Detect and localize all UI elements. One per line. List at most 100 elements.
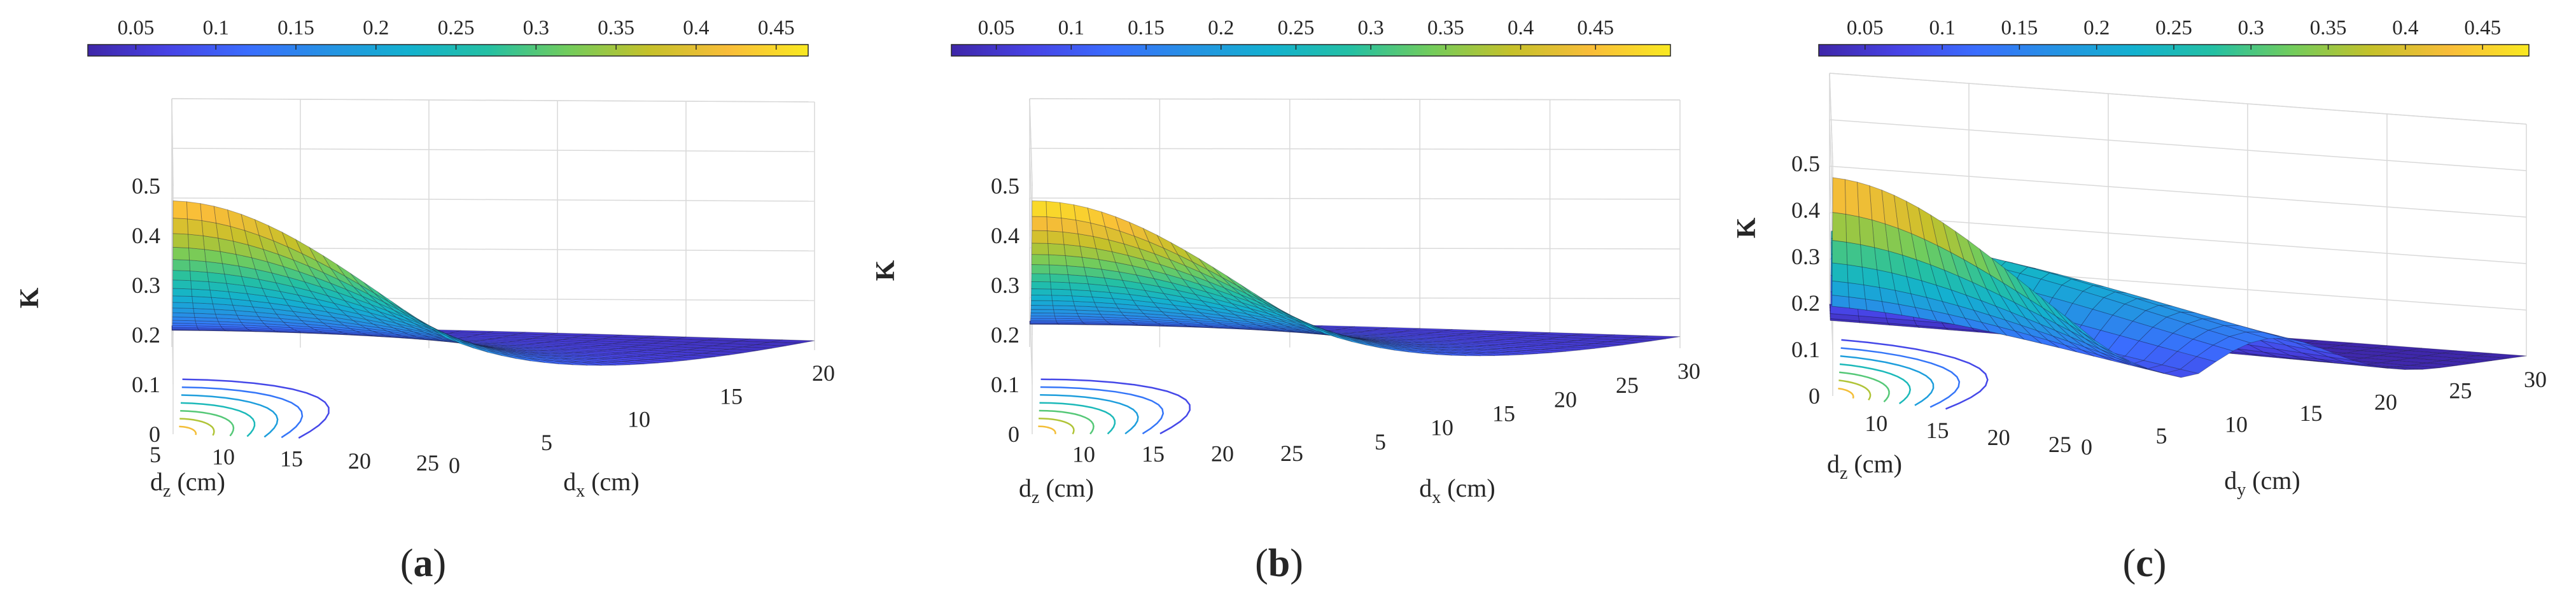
surface-patch [1449, 346, 1487, 350]
colorbar-tick-label: 0.1 [1929, 17, 1955, 39]
surface-patch [172, 312, 195, 318]
surface-patch [1845, 213, 1861, 245]
colorbar-tick-label: 0.05 [1847, 17, 1884, 39]
surface-patch [172, 302, 194, 309]
surface-patch [1425, 337, 1464, 341]
surface-patch [2132, 310, 2167, 328]
surface-patch [1098, 310, 1124, 316]
colorbar-tick-label: 0.4 [1508, 17, 1534, 39]
surface-patch [2202, 318, 2240, 326]
surface-patch [629, 344, 670, 349]
surface-patch [1183, 313, 1211, 320]
surface-patch [386, 310, 414, 323]
grid-line [171, 148, 815, 152]
colorbar-tick-label: 0.25 [1278, 17, 1315, 39]
colorbar-tick-label: 0.45 [758, 17, 795, 39]
y-tick-label: 20 [348, 448, 371, 474]
surface-patch [1394, 331, 1434, 334]
z-tick-label: 0.2 [1791, 290, 1820, 316]
surface-patch [405, 322, 433, 334]
surface-patch [515, 344, 552, 348]
x-axis-label: dy (cm) [2224, 466, 2300, 500]
x-tick-label: 5 [1375, 429, 1386, 455]
surface-patch [1846, 241, 1863, 267]
surface-patch [1148, 269, 1172, 283]
surface-patch [1085, 323, 1115, 325]
surface-patch [172, 325, 198, 329]
panel-caption: (c) [2123, 542, 2167, 585]
grid-line [171, 98, 174, 187]
surface-patch [1461, 349, 1499, 353]
surface-patch [1046, 216, 1063, 232]
surface-patch [1576, 338, 1621, 343]
surface-patch [369, 312, 396, 324]
y-tick-label: 20 [1987, 425, 2010, 450]
surface-patch [1356, 338, 1389, 345]
surface-patch [186, 218, 204, 236]
contour-line [1838, 379, 1872, 401]
y-tick-label: 15 [1142, 441, 1165, 467]
z-tick-label: 0.5 [1791, 151, 1820, 176]
surface-patch [1964, 317, 1990, 332]
surface-patch [188, 247, 206, 262]
floor-contours [1838, 339, 1989, 410]
colorbar: 0.05 0.1 0.15 0.2 0.25 0.3 0.35 0.4 0.45 [1818, 17, 2530, 57]
contour-line [181, 394, 279, 438]
surface [1829, 177, 2527, 378]
surface-patch [1096, 306, 1122, 313]
colorbar-tick-label: 0.1 [203, 17, 229, 39]
surface-patch [1058, 323, 1088, 325]
surface-patch [1081, 257, 1102, 270]
surface-patch [621, 351, 661, 355]
colorbar-tick-label: 0.3 [523, 17, 549, 39]
z-tick-label: 0.4 [1791, 197, 1820, 223]
x-tick-label: 0 [449, 453, 460, 478]
surface-patch [1947, 313, 1973, 329]
panel-c: 0.05 0.1 0.15 0.2 0.25 0.3 0.35 0.4 0.4500.10.20… [1732, 17, 2547, 585]
y-axis: 5 10 15 20 25 dz (cm) [150, 442, 439, 501]
grid-line [171, 98, 815, 103]
colorbar-tick-label: 0.15 [277, 17, 314, 39]
surface-patch [1128, 222, 1150, 243]
surface-patch [377, 291, 403, 310]
colorbar-tick-label: 0.05 [978, 17, 1015, 39]
surface-patch [1512, 350, 1552, 355]
z-axis-label: K [15, 287, 45, 308]
x-tick-label: 15 [1492, 401, 1515, 427]
surface-patch [346, 315, 374, 325]
surface-patch [186, 201, 202, 221]
grid-line [171, 148, 174, 236]
z-tick-label: 0.1 [132, 372, 160, 397]
surface-patch [1434, 330, 1475, 334]
z-tick-label: 0 [1008, 421, 1019, 447]
surface-patch [391, 336, 423, 340]
surface-patch [172, 200, 188, 220]
colorbar-tick-label: 0.1 [1058, 17, 1084, 39]
surface-patch [1413, 344, 1450, 348]
surface-patch [1030, 300, 1054, 306]
z-tick-label: 0.4 [991, 223, 1019, 248]
surface-patch [172, 246, 190, 261]
surface-patch [408, 337, 440, 341]
colorbar-tick-label: 0.2 [363, 17, 389, 39]
contour-line [180, 402, 256, 437]
surface-patch [1831, 280, 1849, 297]
surface-patch [1084, 323, 1113, 325]
surface-patch [533, 356, 567, 362]
surface-patch [200, 203, 217, 223]
surface-patch [333, 302, 360, 315]
surface-patch [1387, 336, 1425, 340]
contour-line [1039, 409, 1095, 435]
z-tick-label: 0.1 [1791, 337, 1820, 362]
surface-patch [225, 330, 254, 332]
surface-patch [1030, 309, 1055, 314]
colorbar-tick-label: 0.3 [1358, 17, 1384, 39]
surface-patch [1978, 248, 2004, 284]
surface-patch [1458, 352, 1495, 357]
z-axis: 0 0.1 0.2 0.3 0.4 0.5 K [871, 173, 1019, 447]
surface-patch [1443, 339, 1482, 344]
surface-patch [2068, 341, 2098, 355]
surface-patch [1881, 189, 1899, 229]
surface-patch [1050, 281, 1071, 290]
x-tick-label: 15 [2300, 400, 2323, 426]
